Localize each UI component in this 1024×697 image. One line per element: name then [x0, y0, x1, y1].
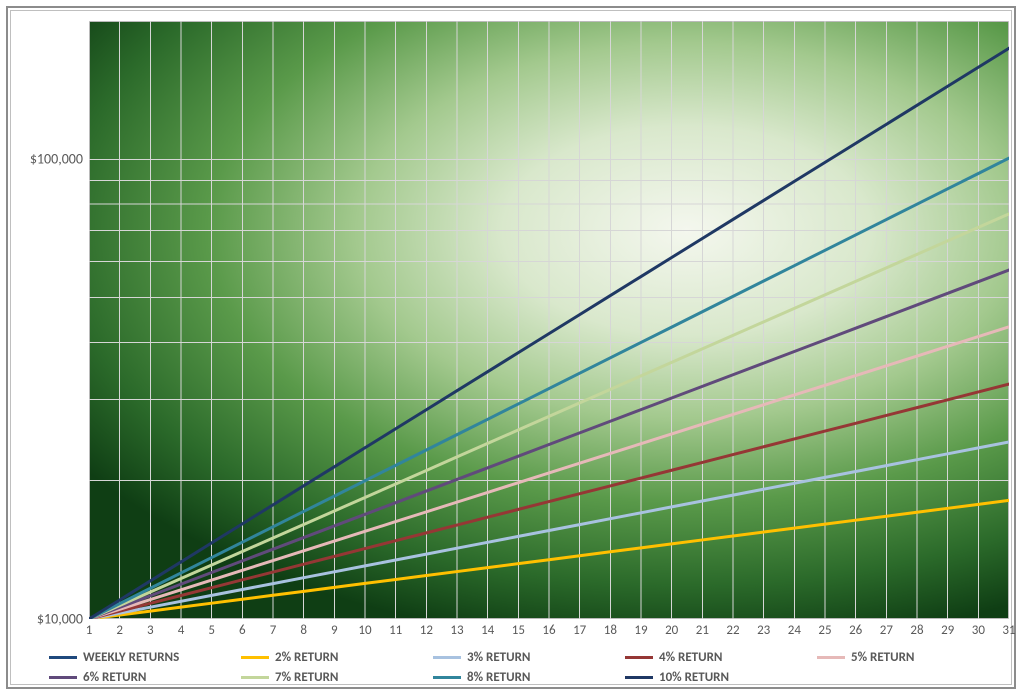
legend-swatch — [625, 676, 653, 679]
legend-item: 3% RETURN — [433, 650, 625, 665]
legend-swatch — [433, 656, 461, 659]
x-tick-label: 8 — [300, 623, 307, 638]
x-tick-label: 23 — [757, 623, 770, 638]
x-tick-label: 18 — [604, 623, 617, 638]
x-tick-label: 22 — [726, 623, 739, 638]
x-tick-label: 3 — [147, 623, 154, 638]
x-tick-label: 5 — [208, 623, 215, 638]
x-tick-label: 13 — [450, 623, 463, 638]
x-tick-label: 2 — [116, 623, 123, 638]
legend-row: 6% RETURN 7% RETURN 8% RETURN 10% RETURN — [49, 667, 1009, 687]
x-tick-label: 21 — [696, 623, 709, 638]
x-tick-label: 31 — [1002, 623, 1015, 638]
legend-label: 2% RETURN — [275, 650, 338, 665]
x-tick-label: 11 — [389, 623, 402, 638]
legend-label: 10% RETURN — [659, 670, 729, 685]
legend-item: 2% RETURN — [241, 650, 433, 665]
legend-item: 7% RETURN — [241, 670, 433, 685]
legend-item: 10% RETURN — [625, 670, 817, 685]
legend: WEEKLY RETURNS 2% RETURN 3% RETURN 4% RETUR… — [49, 647, 1009, 687]
legend-swatch — [817, 656, 845, 659]
chart-inner-border: $10,000$100,000 123456789101112131415161… — [10, 10, 1012, 685]
plot-area — [89, 21, 1009, 619]
plot-svg — [89, 21, 1009, 619]
x-tick-label: 19 — [634, 623, 647, 638]
x-tick-label: 12 — [420, 623, 433, 638]
x-tick-label: 17 — [573, 623, 586, 638]
x-tick-label: 4 — [178, 623, 185, 638]
legend-label: 6% RETURN — [83, 670, 146, 685]
legend-label: 7% RETURN — [275, 670, 338, 685]
x-tick-label: 1 — [86, 623, 93, 638]
legend-swatch — [625, 656, 653, 659]
legend-swatch — [49, 656, 77, 659]
x-tick-label: 20 — [665, 623, 678, 638]
chart-frame: $10,000$100,000 123456789101112131415161… — [6, 6, 1016, 689]
x-tick-label: 15 — [512, 623, 525, 638]
x-tick-label: 16 — [542, 623, 555, 638]
x-tick-label: 29 — [941, 623, 954, 638]
x-tick-label: 9 — [331, 623, 338, 638]
x-axis-labels: 1234567891011121314151617181920212223242… — [89, 621, 1009, 641]
x-tick-label: 25 — [818, 623, 831, 638]
legend-item: 4% RETURN — [625, 650, 817, 665]
x-tick-label: 7 — [270, 623, 277, 638]
x-tick-label: 28 — [910, 623, 923, 638]
legend-item: 8% RETURN — [433, 670, 625, 685]
x-tick-label: 30 — [972, 623, 985, 638]
legend-label: 5% RETURN — [851, 650, 914, 665]
x-tick-label: 14 — [481, 623, 494, 638]
legend-item: WEEKLY RETURNS — [49, 650, 241, 665]
legend-swatch — [241, 656, 269, 659]
legend-swatch — [241, 676, 269, 679]
y-tick-label: $100,000 — [13, 151, 83, 168]
legend-row: WEEKLY RETURNS 2% RETURN 3% RETURN 4% RETUR… — [49, 647, 1009, 667]
y-tick-label: $10,000 — [13, 611, 83, 628]
legend-swatch — [49, 676, 77, 679]
x-tick-label: 10 — [358, 623, 371, 638]
x-tick-label: 6 — [239, 623, 246, 638]
legend-label: 3% RETURN — [467, 650, 530, 665]
x-tick-label: 27 — [880, 623, 893, 638]
legend-item: 6% RETURN — [49, 670, 241, 685]
legend-label: 8% RETURN — [467, 670, 530, 685]
x-tick-label: 26 — [849, 623, 862, 638]
legend-swatch — [433, 676, 461, 679]
legend-label: 4% RETURN — [659, 650, 722, 665]
legend-label: WEEKLY RETURNS — [83, 650, 179, 665]
x-tick-label: 24 — [788, 623, 801, 638]
legend-item: 5% RETURN — [817, 650, 1009, 665]
